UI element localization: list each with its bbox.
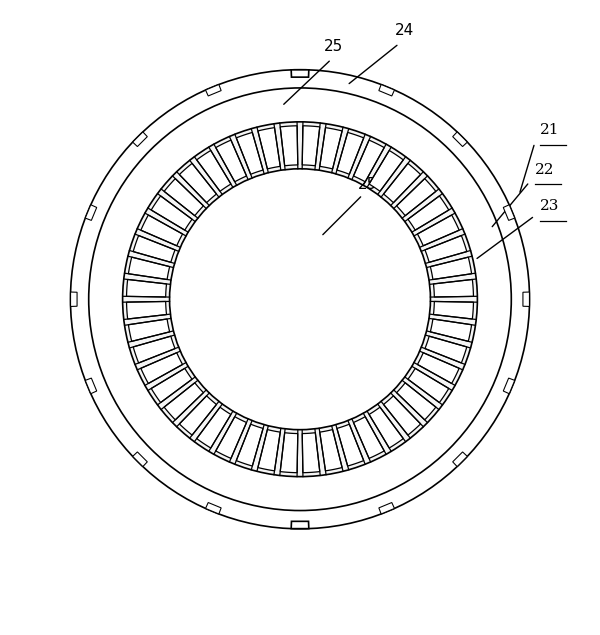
Polygon shape [141,352,182,384]
Polygon shape [383,163,421,203]
Polygon shape [302,432,320,472]
Polygon shape [503,204,515,220]
Polygon shape [353,140,384,182]
Polygon shape [280,126,298,166]
Polygon shape [141,215,182,246]
Polygon shape [236,133,263,174]
Polygon shape [503,378,515,394]
Polygon shape [216,417,247,458]
Text: 24: 24 [395,23,414,38]
Polygon shape [128,319,170,342]
Polygon shape [397,383,436,420]
Polygon shape [133,236,175,262]
Polygon shape [418,352,459,384]
Polygon shape [85,204,97,220]
Polygon shape [430,257,472,279]
Polygon shape [197,407,231,448]
Text: 25: 25 [358,177,377,192]
Polygon shape [71,292,77,307]
Polygon shape [397,178,436,216]
Polygon shape [133,336,175,363]
Polygon shape [369,150,403,191]
Polygon shape [337,133,364,174]
Polygon shape [418,215,459,246]
Polygon shape [127,302,167,319]
Polygon shape [452,452,467,467]
Polygon shape [280,432,298,472]
Polygon shape [425,236,467,262]
Polygon shape [258,128,280,169]
Polygon shape [197,150,231,191]
Polygon shape [128,257,170,279]
Text: 25: 25 [324,39,344,54]
Polygon shape [122,122,478,477]
Polygon shape [133,452,148,467]
Polygon shape [164,178,203,216]
Text: 22: 22 [535,163,554,177]
Polygon shape [425,336,467,363]
Polygon shape [433,302,473,319]
Polygon shape [179,163,217,203]
Polygon shape [206,84,221,96]
Polygon shape [85,378,97,394]
Polygon shape [383,396,421,435]
Text: 23: 23 [540,199,559,213]
Polygon shape [430,319,472,342]
Polygon shape [320,128,342,169]
Polygon shape [433,279,473,297]
Polygon shape [523,292,529,307]
Polygon shape [236,424,263,466]
Polygon shape [369,407,403,448]
Polygon shape [151,196,192,230]
Polygon shape [302,126,320,166]
Polygon shape [151,368,192,403]
Polygon shape [408,196,449,230]
Polygon shape [291,70,309,77]
Polygon shape [379,502,394,514]
Polygon shape [353,417,384,458]
Polygon shape [452,132,467,147]
Polygon shape [216,140,247,182]
Text: 21: 21 [540,123,560,138]
Polygon shape [179,396,217,435]
Polygon shape [164,383,203,420]
Polygon shape [291,521,309,528]
Polygon shape [337,424,364,466]
Polygon shape [206,502,221,514]
Polygon shape [408,368,449,403]
Polygon shape [320,429,342,471]
Polygon shape [258,429,280,471]
Polygon shape [379,84,394,96]
Polygon shape [133,132,148,147]
Polygon shape [127,279,167,297]
